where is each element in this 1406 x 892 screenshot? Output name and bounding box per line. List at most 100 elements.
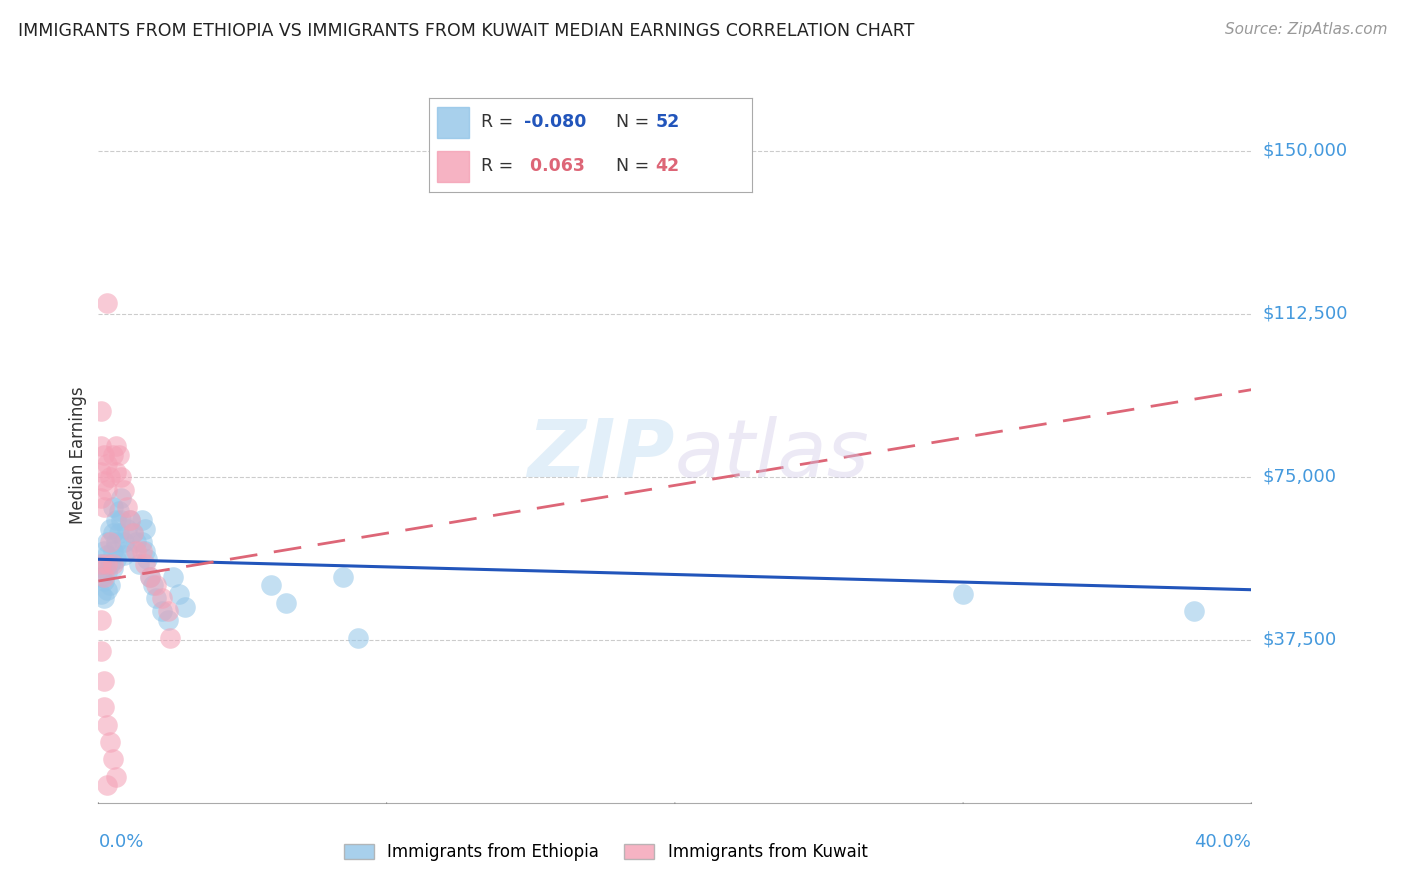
Point <box>139 570 162 584</box>
Point <box>110 469 132 483</box>
Point <box>90 557 112 571</box>
Point <box>117 500 138 514</box>
Text: $37,500: $37,500 <box>1263 631 1337 648</box>
Point <box>104 535 127 549</box>
Point <box>145 591 167 606</box>
Point <box>98 535 121 549</box>
Point <box>96 778 118 793</box>
Point <box>96 457 118 471</box>
Point <box>96 535 118 549</box>
Point <box>98 557 121 571</box>
Text: N =: N = <box>616 157 655 175</box>
Point <box>142 578 165 592</box>
Point <box>136 552 159 566</box>
Point <box>104 513 127 527</box>
Point <box>93 500 115 514</box>
Point <box>90 439 112 453</box>
Point <box>96 548 118 562</box>
Point <box>134 522 156 536</box>
Point <box>98 469 121 483</box>
Point <box>134 557 156 571</box>
Point <box>159 631 181 645</box>
Point <box>96 295 118 310</box>
Point <box>107 526 129 541</box>
Text: ZIP: ZIP <box>527 416 675 494</box>
Point <box>90 570 112 584</box>
Point <box>131 513 153 527</box>
Y-axis label: Median Earnings: Median Earnings <box>69 386 87 524</box>
Point <box>156 605 179 619</box>
Point <box>93 570 115 584</box>
Point <box>104 770 127 784</box>
Point <box>139 570 162 584</box>
Point <box>112 535 135 549</box>
Point <box>117 543 138 558</box>
Point <box>107 504 129 518</box>
Point <box>117 522 138 536</box>
Point <box>125 535 148 549</box>
Point <box>90 557 112 571</box>
Point <box>110 491 132 506</box>
Text: 0.063: 0.063 <box>524 157 585 175</box>
Point <box>90 466 112 480</box>
Point <box>93 543 115 558</box>
Point <box>98 578 121 592</box>
Point <box>110 513 132 527</box>
Point <box>128 557 150 571</box>
Point <box>101 561 124 575</box>
Point <box>150 591 173 606</box>
Point <box>96 582 118 597</box>
Text: 52: 52 <box>655 113 679 131</box>
Point <box>952 587 974 601</box>
Point <box>1182 605 1205 619</box>
Point <box>104 466 127 480</box>
Point <box>112 483 135 497</box>
Point <box>112 548 135 562</box>
Point <box>93 700 115 714</box>
Point <box>101 448 124 462</box>
Text: atlas: atlas <box>675 416 870 494</box>
Point <box>90 643 112 657</box>
Point <box>134 543 156 558</box>
Point <box>332 570 354 584</box>
Text: -0.080: -0.080 <box>524 113 586 131</box>
Text: R =: R = <box>481 157 519 175</box>
Point <box>90 613 112 627</box>
Point <box>93 674 115 689</box>
Point <box>93 591 115 606</box>
Point <box>98 522 121 536</box>
Bar <box>437 151 470 183</box>
Point <box>274 596 297 610</box>
Text: $75,000: $75,000 <box>1263 467 1337 485</box>
Point <box>90 587 112 601</box>
Point <box>174 600 197 615</box>
Bar <box>437 106 470 138</box>
Point <box>120 513 142 527</box>
Point <box>122 526 145 541</box>
Text: Source: ZipAtlas.com: Source: ZipAtlas.com <box>1225 22 1388 37</box>
Point <box>90 404 112 418</box>
Point <box>101 500 124 514</box>
Point <box>104 552 127 566</box>
Text: 40.0%: 40.0% <box>1195 833 1251 851</box>
Text: N =: N = <box>616 113 655 131</box>
Point <box>90 491 112 506</box>
Point <box>93 448 115 462</box>
Point <box>120 513 142 527</box>
Point <box>346 631 368 645</box>
Point <box>96 483 118 497</box>
Point <box>96 717 118 731</box>
Point <box>107 448 129 462</box>
Point <box>96 557 118 571</box>
Point <box>101 557 124 571</box>
Point <box>122 526 145 541</box>
Point <box>101 752 124 766</box>
Text: R =: R = <box>481 113 519 131</box>
Point <box>93 557 115 571</box>
Text: $112,500: $112,500 <box>1263 304 1348 323</box>
Point <box>167 587 190 601</box>
Point <box>125 543 148 558</box>
Text: $150,000: $150,000 <box>1263 142 1347 160</box>
Point <box>93 574 115 588</box>
Point <box>150 605 173 619</box>
